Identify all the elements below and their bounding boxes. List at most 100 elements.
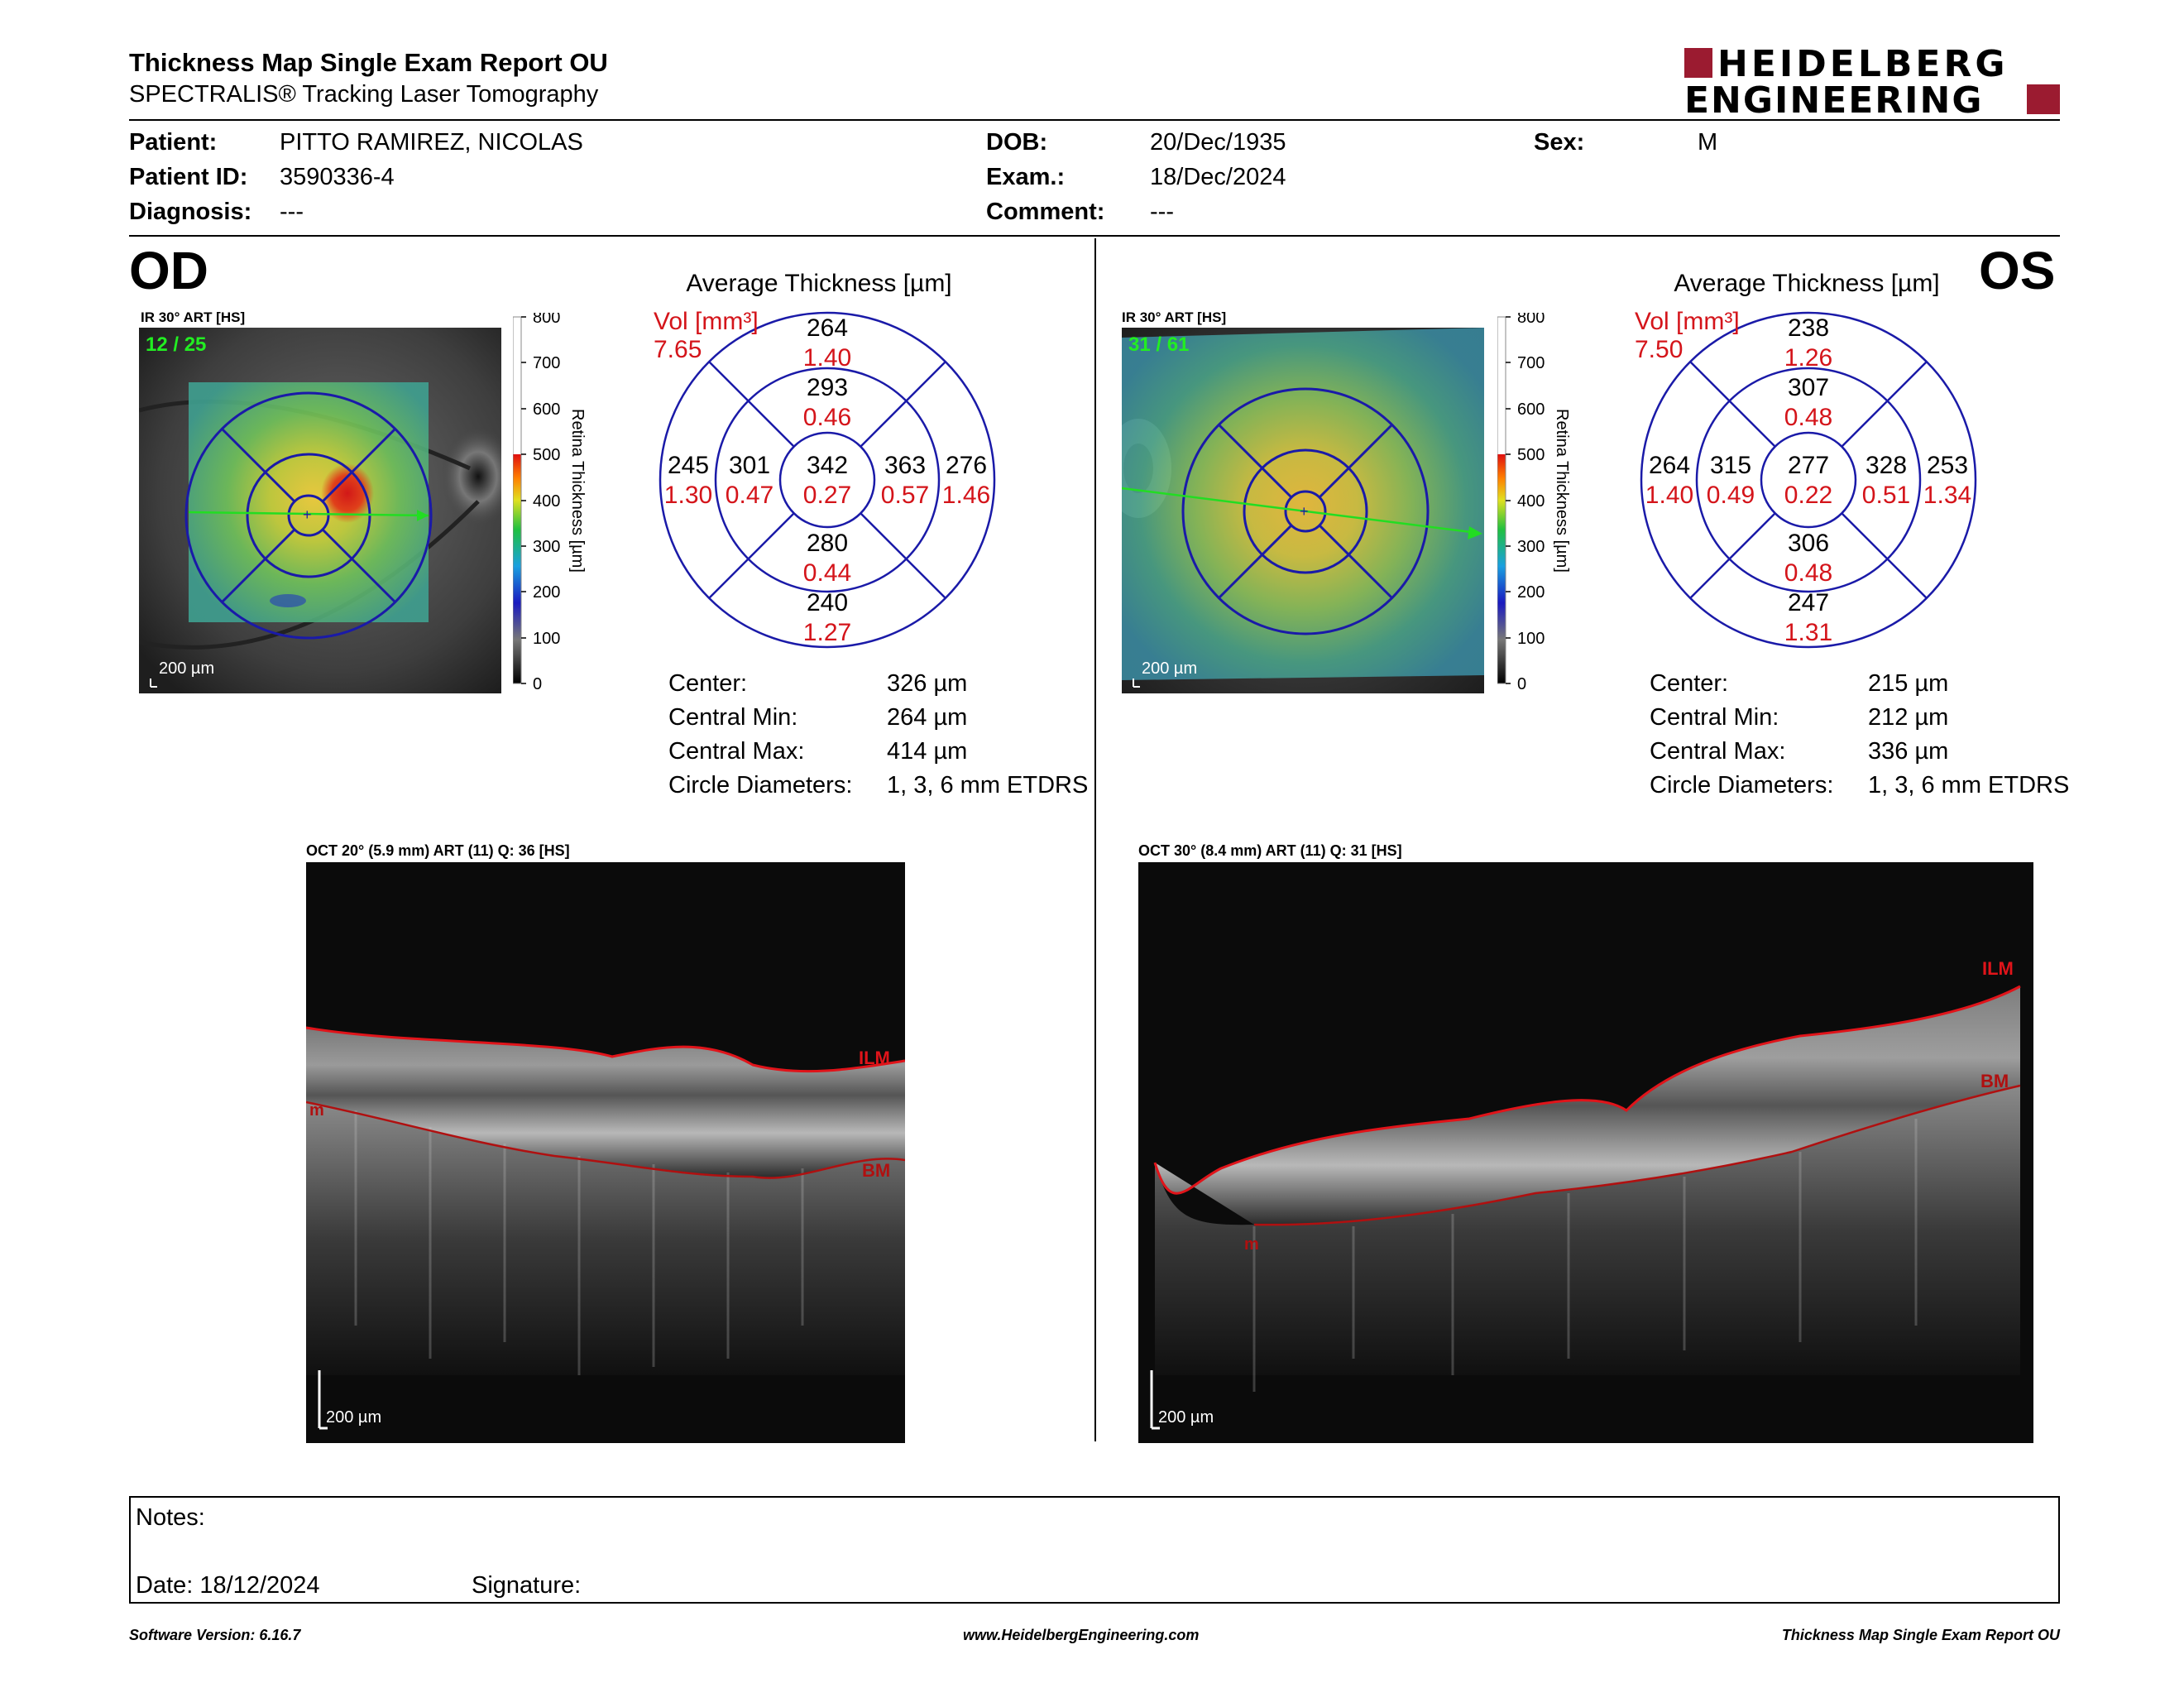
- os-stat-value: 336 µm: [1868, 738, 1949, 765]
- diagnosis-label: Diagnosis:: [129, 199, 252, 225]
- os-stat-label: Central Min:: [1650, 704, 1779, 731]
- sex-value: M: [1698, 129, 1718, 156]
- od-ir-label: IR 30° ART [HS]: [141, 309, 246, 325]
- od-vol-label: Vol [mm³]: [654, 308, 759, 335]
- logo-line1: HEIDELBERG: [1717, 46, 2008, 85]
- os-center-thk: 277: [1788, 452, 1829, 479]
- dob-label: DOB:: [986, 129, 1048, 156]
- footer-software-version: Software Version: 6.16.7: [129, 1627, 301, 1643]
- os-avg-title: Average Thickness [µm]: [1674, 270, 1940, 297]
- od-colorbar: 800 700 600 500 400 300 200 100 0 Retina…: [512, 309, 612, 693]
- os-inner-left-thk: 315: [1710, 452, 1751, 479]
- od-inner-right-thk: 363: [884, 452, 926, 479]
- os-inner-sup-thk: 307: [1788, 374, 1829, 401]
- od-cbar-tick: 800: [533, 313, 560, 327]
- comment-label: Comment:: [986, 199, 1105, 225]
- patient-id-label: Patient ID:: [129, 164, 248, 190]
- os-stat-value: 215 µm: [1868, 670, 1949, 697]
- od-outer-left-vol: 1.30: [664, 482, 712, 509]
- od-outer-sup-thk: 264: [807, 314, 848, 342]
- comment-value: ---: [1150, 199, 1174, 225]
- heidelberg-logo: HEIDELBERG ENGINEERING: [1684, 43, 2060, 122]
- od-outer-right-vol: 1.46: [942, 482, 990, 509]
- od-inner-left-thk: 301: [729, 452, 770, 479]
- os-cbar-tick: 200: [1517, 583, 1545, 602]
- os-center-vol: 0.22: [1784, 482, 1832, 509]
- patient-id: 3590336-4: [280, 164, 395, 190]
- os-cbar-tick: 800: [1517, 313, 1545, 327]
- os-cbar-tick: 300: [1517, 538, 1545, 556]
- os-inner-sup-vol: 0.48: [1784, 404, 1832, 431]
- od-oct-bscan: ILM BM m 200 µm: [306, 862, 905, 1443]
- notes-signature: Signature:: [472, 1572, 582, 1599]
- od-outer-left-thk: 245: [668, 452, 709, 479]
- os-cbar-tick: 0: [1517, 675, 1526, 693]
- os-inner-inf-thk: 306: [1788, 530, 1829, 557]
- os-stat-label: Circle Diameters:: [1650, 772, 1834, 798]
- os-cbar-tick: 500: [1517, 446, 1545, 464]
- notes-label: Notes:: [136, 1504, 205, 1531]
- svg-text:+: +: [1300, 503, 1309, 520]
- eye-divider: [1094, 238, 1096, 1441]
- notes-box[interactable]: Notes: Date: 18/12/2024 Signature:: [129, 1496, 2060, 1604]
- od-outer-sup-vol: 1.40: [803, 344, 851, 372]
- diagnosis-value: ---: [280, 199, 304, 225]
- od-oct-label: OCT 20° (5.9 mm) ART (11) Q: 36 [HS]: [306, 842, 570, 859]
- os-stat-value: 212 µm: [1868, 704, 1949, 731]
- od-center-vol: 0.27: [803, 482, 851, 509]
- os-inner-inf-vol: 0.48: [1784, 559, 1832, 587]
- od-outer-inf-vol: 1.27: [803, 619, 851, 646]
- od-cbar-title: Retina Thickness [µm]: [568, 409, 587, 573]
- notes-date: Date: 18/12/2024: [136, 1572, 320, 1599]
- os-vol-value: 7.50: [1635, 336, 1684, 363]
- os-cbar-tick: 700: [1517, 354, 1545, 372]
- os-stat-label: Center:: [1650, 670, 1729, 697]
- od-cbar-tick: 600: [533, 400, 560, 419]
- od-stat-value: 414 µm: [887, 738, 968, 765]
- os-outer-inf-vol: 1.31: [1784, 619, 1832, 646]
- od-inner-left-vol: 0.47: [726, 482, 774, 509]
- os-outer-sup-vol: 1.26: [1784, 344, 1832, 372]
- os-inner-right-vol: 0.51: [1862, 482, 1910, 509]
- os-outer-sup-thk: 238: [1788, 314, 1829, 342]
- od-eye-label: OD: [129, 241, 208, 300]
- os-cbar-title: Retina Thickness [µm]: [1553, 409, 1571, 573]
- os-oct-scale: 200 µm: [1158, 1408, 1214, 1427]
- os-ilm-label: ILM: [1982, 958, 2014, 979]
- os-outer-inf-thk: 247: [1788, 589, 1829, 616]
- footer-website[interactable]: www.HeidelbergEngineering.com: [963, 1627, 1200, 1643]
- od-cbar-tick: 0: [533, 675, 542, 693]
- od-inner-sup-thk: 293: [807, 374, 848, 401]
- od-center-thk: 342: [807, 452, 848, 479]
- od-stat-value: 1, 3, 6 mm ETDRS: [887, 772, 1089, 798]
- od-cbar-tick: 200: [533, 583, 560, 602]
- os-inner-left-vol: 0.49: [1707, 482, 1755, 509]
- od-cbar-tick: 700: [533, 354, 560, 372]
- od-m-label: m: [309, 1101, 324, 1120]
- logo-line2: ENGINEERING: [1684, 79, 1984, 116]
- os-cbar-tick: 600: [1517, 400, 1545, 419]
- os-stat-label: Central Max:: [1650, 738, 1786, 765]
- od-stat-label: Central Max:: [668, 738, 805, 765]
- os-oct-label: OCT 30° (8.4 mm) ART (11) Q: 31 [HS]: [1138, 842, 1402, 859]
- os-outer-left-vol: 1.40: [1645, 482, 1693, 509]
- od-stat-value: 326 µm: [887, 670, 968, 697]
- os-inner-right-thk: 328: [1866, 452, 1907, 479]
- os-outer-right-thk: 253: [1927, 452, 1968, 479]
- exam-label: Exam.:: [986, 164, 1066, 190]
- patient-label: Patient:: [129, 129, 218, 156]
- od-cbar-tick: 400: [533, 492, 560, 511]
- od-avg-title: Average Thickness [µm]: [686, 270, 952, 297]
- od-cbar-tick: 300: [533, 538, 560, 556]
- od-stat-value: 264 µm: [887, 704, 968, 731]
- od-stat-label: Central Min:: [668, 704, 798, 731]
- os-eye-label: OS: [1979, 241, 2056, 300]
- od-inner-inf-vol: 0.44: [803, 559, 851, 587]
- report-subtitle: SPECTRALIS® Tracking Laser Tomography: [129, 81, 599, 108]
- os-m-label: m: [1244, 1235, 1259, 1254]
- os-outer-right-vol: 1.34: [1923, 482, 1971, 509]
- dob-value: 20/Dec/1935: [1150, 129, 1286, 156]
- od-cbar-tick: 100: [533, 630, 560, 648]
- os-ir-label: IR 30° ART [HS]: [1122, 309, 1227, 325]
- os-cbar-tick: 400: [1517, 492, 1545, 511]
